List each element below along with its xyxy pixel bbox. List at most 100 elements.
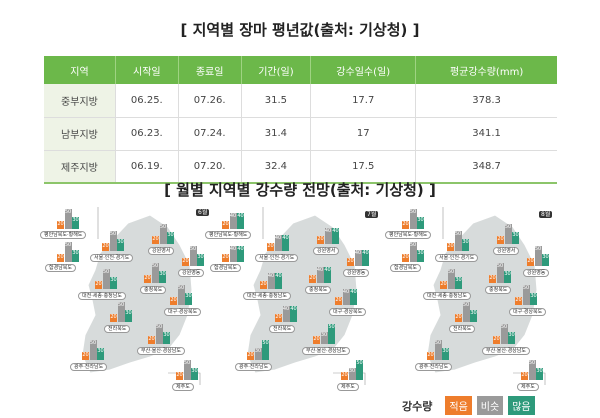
bar-less: 20 — [247, 352, 254, 360]
bar-group: 20 30 50 — [313, 323, 335, 344]
region-label: 평안남북도·황해도 — [205, 231, 252, 239]
bar-similar: 40 — [324, 228, 332, 244]
region-label: 충청북도 — [140, 286, 167, 294]
table-cell: 남부지방 — [44, 117, 116, 151]
region-label: 부산·울산·경상남도 — [482, 347, 530, 355]
bar-group: 20 50 30 — [489, 262, 511, 283]
bar-similar: 50 — [155, 324, 163, 344]
bar-similar: 50 — [64, 242, 72, 262]
table-cell: 32.4 — [241, 150, 312, 184]
region-label: 강원영서 — [493, 247, 520, 255]
bar-similar: 50 — [447, 269, 455, 289]
table-cell: 06.19. — [115, 150, 179, 184]
bar-similar: 50 — [462, 302, 470, 322]
bar-more: 50 — [262, 340, 269, 360]
bar-group: 20 40 40 — [347, 245, 369, 266]
bar-group: 20 50 30 — [57, 241, 79, 262]
region-label: 전라북도 — [269, 325, 296, 333]
bar-group: 20 40 40 — [267, 230, 289, 251]
bar-more: 30 — [167, 232, 174, 244]
forecast-map-2: 7월 20 40 40 평안남북도·황해도 20 40 40 함경남북도 20 40 40 서울·인천·… — [205, 205, 380, 391]
region-label: 서울·인천·경기도 — [435, 254, 479, 262]
bar-similar: 50 — [496, 263, 504, 283]
bar-more: 40 — [237, 246, 244, 262]
bar-similar: 50 — [89, 340, 97, 360]
region-label: 제주도 — [517, 383, 539, 391]
region-label: 대구·경상북도 — [509, 308, 547, 316]
bar-less: 20 — [447, 243, 454, 251]
column-header: 지역 — [44, 56, 116, 84]
region-label: 대전·세종·충청남도 — [423, 292, 471, 300]
bar-similar: 50 — [151, 263, 159, 283]
legend-more: 많음 — [508, 396, 535, 415]
region-label: 함경남북도 — [210, 264, 242, 272]
bar-less: 20 — [427, 352, 434, 360]
region-label: 전라북도 — [449, 325, 476, 333]
bar-more: 40 — [324, 267, 331, 283]
bar-more: 40 — [332, 228, 339, 244]
bar-similar: 50 — [522, 285, 530, 305]
table-cell: 17.5 — [310, 150, 417, 184]
bar-more: 30 — [470, 310, 477, 322]
header-row: 지역 시작일 종료일 기간(일) 강수일수(일) 평균강수량(mm) — [44, 56, 557, 84]
bar-similar: 40 — [267, 273, 275, 289]
bar-group: 20 50 30 — [527, 245, 549, 266]
bar-group: 20 40 40 — [275, 301, 297, 322]
table-cell: 06.23. — [115, 117, 179, 151]
table-cell: 중부지방 — [44, 84, 116, 118]
bar-less: 20 — [176, 372, 183, 380]
region-label: 전라북도 — [104, 325, 131, 333]
region-label: 서울·인천·경기도 — [255, 254, 299, 262]
table-row: 제주지방 06.19. 07.20. 32.4 17.5 348.7 — [44, 150, 557, 184]
legend-title: 강수량 — [402, 399, 433, 413]
column-header: 시작일 — [115, 56, 179, 84]
bar-less: 20 — [57, 254, 64, 262]
bar-group: 20 50 30 — [82, 339, 104, 360]
bar-more: 30 — [542, 254, 549, 266]
bar-less: 20 — [95, 281, 102, 289]
region-label: 대구·경상북도 — [329, 308, 367, 316]
table-cell: 06.25. — [115, 84, 179, 118]
bar-less: 20 — [402, 254, 409, 262]
bar-group: 20 50 30 — [455, 301, 477, 322]
bar-group: 20 30 50 — [247, 339, 269, 360]
bar-less: 20 — [222, 254, 229, 262]
bar-similar: 50 — [183, 360, 191, 380]
region-label: 평안남북도·황해도 — [385, 231, 432, 239]
bar-similar: 50 — [109, 231, 117, 251]
bar-group: 20 40 40 — [222, 208, 244, 229]
bar-group: 20 50 30 — [497, 223, 519, 244]
bar-similar: 50 — [434, 340, 442, 360]
bar-more: 30 — [197, 254, 204, 266]
forecast-map-1: 6월 20 50 30 평안남북도·황해도 20 50 30 함경남북도 20 50 30 서울·인천·… — [40, 205, 215, 391]
bar-similar: 50 — [528, 360, 536, 380]
bar-similar: 40 — [282, 306, 290, 322]
bar-similar: 40 — [316, 267, 324, 283]
bar-similar: 50 — [500, 324, 508, 344]
bar-more: 30 — [455, 277, 462, 289]
region-label: 대전·세종·충청남도 — [243, 292, 291, 300]
bar-more: 50 — [356, 360, 363, 380]
bar-group: 20 50 30 — [144, 262, 166, 283]
bar-more: 50 — [328, 324, 335, 344]
bar-more: 40 — [282, 235, 289, 251]
bar-less: 20 — [497, 236, 504, 244]
region-label: 강원영서 — [148, 247, 175, 255]
bar-similar: 50 — [534, 246, 542, 266]
bar-similar: 50 — [177, 285, 185, 305]
bar-more: 30 — [417, 217, 424, 229]
table-row: 남부지방 06.23. 07.24. 31.4 17 341.1 — [44, 117, 557, 151]
region-label: 광주·전라남도 — [415, 363, 453, 371]
bar-less: 20 — [82, 352, 89, 360]
legend-similar: 비슷 — [476, 396, 504, 415]
bar-more: 30 — [117, 239, 124, 251]
bar-more: 30 — [512, 232, 519, 244]
table-cell: 제주지방 — [44, 150, 116, 184]
bar-group: 20 40 40 — [335, 284, 357, 305]
month-badge: 7월 — [365, 211, 379, 218]
bar-more: 30 — [530, 293, 537, 305]
bar-more: 30 — [185, 293, 192, 305]
region-label: 평안남북도·황해도 — [40, 231, 87, 239]
bar-group: 20 50 30 — [182, 245, 204, 266]
region-label: 대구·경상북도 — [164, 308, 202, 316]
